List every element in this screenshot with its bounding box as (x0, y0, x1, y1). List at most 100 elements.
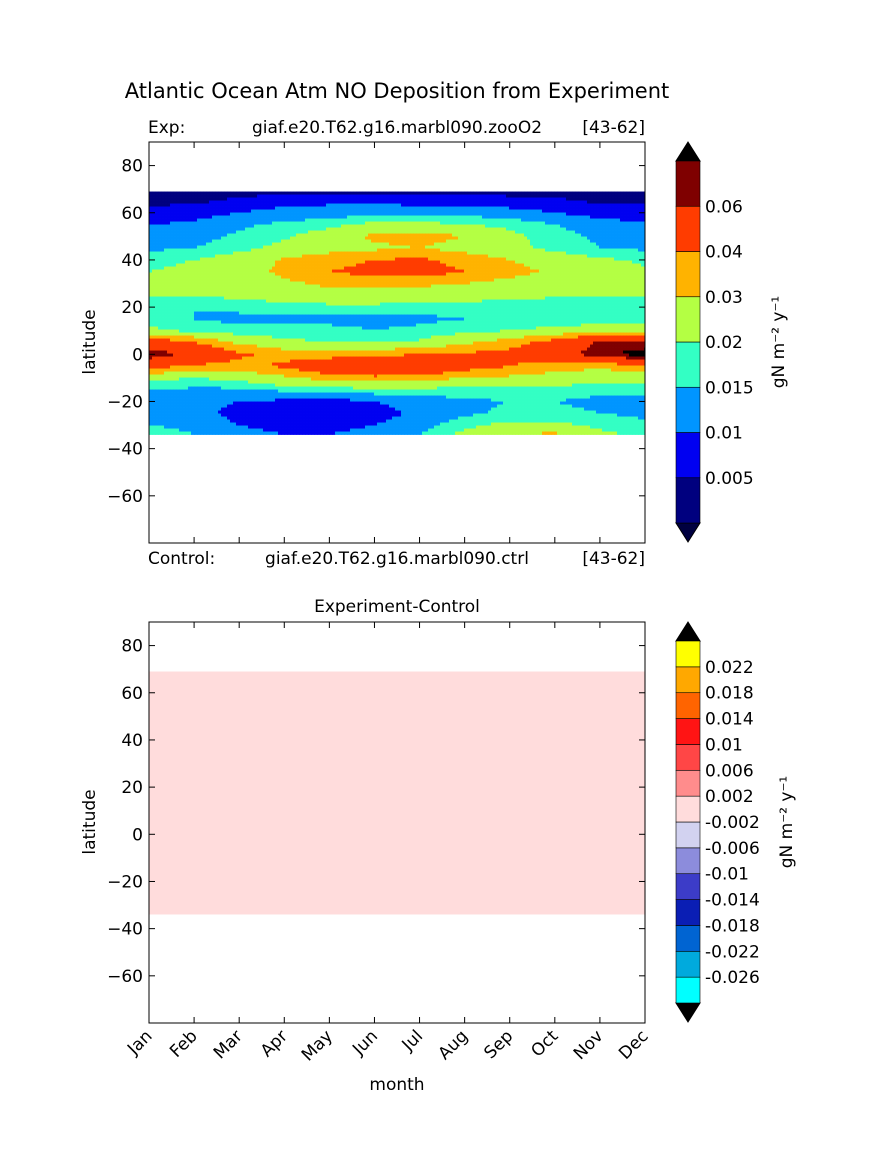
contour-cell (248, 209, 252, 213)
contour-cell (314, 194, 318, 198)
contour-cell (383, 194, 387, 198)
contour-cell (308, 272, 312, 276)
contour-cell (536, 248, 540, 252)
contour-cell (167, 266, 171, 270)
contour-cell (563, 230, 567, 234)
contour-cell (410, 248, 414, 252)
contour-cell (452, 239, 456, 243)
contour-cell (605, 233, 609, 237)
contour-cell (434, 218, 438, 222)
contour-cell (533, 209, 537, 213)
contour-cell (380, 245, 384, 249)
contour-cell (473, 275, 477, 279)
contour-cell (278, 224, 282, 228)
contour-cell (578, 215, 582, 219)
contour-cell (437, 242, 441, 246)
contour-cell (473, 242, 477, 246)
contour-cell (254, 263, 258, 267)
contour-cell (446, 242, 450, 246)
contour-cell (215, 230, 219, 234)
contour-cell (320, 245, 324, 249)
contour-cell (176, 254, 180, 258)
contour-cell (299, 191, 303, 195)
contour-cell (206, 236, 210, 240)
contour-cell (212, 227, 216, 231)
contour-cell (197, 221, 201, 225)
contour-cell (494, 239, 498, 243)
contour-cell (371, 224, 375, 228)
contour-cell (413, 269, 417, 273)
contour-cell (569, 221, 573, 225)
contour-cell (257, 269, 261, 273)
contour-cell (383, 263, 387, 267)
contour-cell (374, 194, 378, 198)
contour-cell (638, 242, 642, 246)
contour-cell (386, 278, 390, 282)
contour-cell (626, 227, 630, 231)
contour-cell (254, 266, 258, 270)
contour-cell (482, 197, 486, 201)
contour-cell (383, 212, 387, 216)
contour-cell (605, 269, 609, 273)
contour-cell (584, 194, 588, 198)
contour-cell (578, 206, 582, 210)
contour-cell (398, 275, 402, 279)
contour-cell (293, 233, 297, 237)
contour-cell (170, 254, 174, 258)
contour-cell (503, 203, 507, 207)
contour-cell (635, 197, 639, 201)
contour-cell (614, 266, 618, 270)
contour-cell (554, 278, 558, 282)
contour-cell (179, 254, 183, 258)
contour-cell (185, 269, 189, 273)
contour-cell (242, 245, 246, 249)
contour-cell (500, 260, 504, 264)
contour-cell (314, 257, 318, 261)
contour-cell (209, 239, 213, 243)
contour-cell (272, 212, 276, 216)
contour-cell (392, 239, 396, 243)
contour-cell (236, 263, 240, 267)
contour-cell (206, 209, 210, 213)
contour-cell (317, 239, 321, 243)
contour-cell (344, 260, 348, 264)
contour-cell (500, 200, 504, 204)
contour-cell (434, 224, 438, 228)
contour-cell (548, 266, 552, 270)
contour-cell (209, 236, 213, 240)
contour-cell (296, 218, 300, 222)
contour-cell (542, 206, 546, 210)
contour-cell (458, 191, 462, 195)
contour-cell (374, 233, 378, 237)
contour-cell (299, 224, 303, 228)
contour-cell (557, 266, 561, 270)
contour-cell (245, 215, 249, 219)
contour-cell (494, 233, 498, 237)
contour-cell (488, 224, 492, 228)
contour-cell (536, 257, 540, 261)
contour-cell (197, 251, 201, 255)
contour-cell (431, 266, 435, 270)
contour-cell (599, 194, 603, 198)
contour-cell (167, 197, 171, 201)
contour-cell (260, 230, 264, 234)
contour-cell (539, 251, 543, 255)
contour-cell (296, 245, 300, 249)
contour-cell (218, 239, 222, 243)
contour-cell (257, 275, 261, 279)
contour-cell (470, 254, 474, 258)
contour-cell (596, 263, 600, 267)
contour-cell (494, 206, 498, 210)
contour-cell (359, 239, 363, 243)
contour-cell (347, 212, 351, 216)
contour-cell (185, 236, 189, 240)
contour-cell (197, 278, 201, 282)
contour-cell (218, 263, 222, 267)
contour-cell (551, 203, 555, 207)
contour-cell (383, 272, 387, 276)
contour-cell (305, 242, 309, 246)
contour-cell (470, 239, 474, 243)
contour-cell (359, 269, 363, 273)
contour-cell (275, 272, 279, 276)
contour-cell (215, 233, 219, 237)
